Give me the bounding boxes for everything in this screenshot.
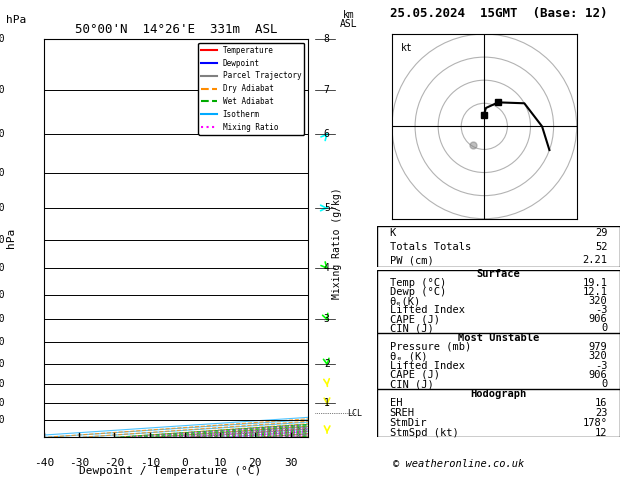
Text: Temp (°C): Temp (°C) <box>389 278 446 288</box>
Text: ASL: ASL <box>340 19 358 30</box>
Text: 906: 906 <box>589 370 608 380</box>
Text: -40: -40 <box>34 458 54 468</box>
Text: 0: 0 <box>601 323 608 333</box>
Text: StmSpd (kt): StmSpd (kt) <box>389 428 459 437</box>
Text: CAPE (J): CAPE (J) <box>389 314 440 324</box>
Text: 23: 23 <box>595 408 608 418</box>
Text: Lifted Index: Lifted Index <box>389 361 464 370</box>
Text: 320: 320 <box>589 296 608 306</box>
Text: kt: kt <box>401 43 413 53</box>
Text: -3: -3 <box>595 361 608 370</box>
Y-axis label: hPa: hPa <box>6 228 16 248</box>
Text: 178°: 178° <box>582 418 608 428</box>
Text: 0: 0 <box>601 379 608 389</box>
Text: 3: 3 <box>324 314 330 324</box>
Text: -30: -30 <box>69 458 89 468</box>
Text: Surface: Surface <box>477 269 520 279</box>
Text: 16: 16 <box>595 399 608 408</box>
Text: 5: 5 <box>324 203 330 213</box>
Text: 25.05.2024  15GMT  (Base: 12): 25.05.2024 15GMT (Base: 12) <box>390 7 608 20</box>
Text: 2.21: 2.21 <box>582 256 608 265</box>
Text: Pressure (mb): Pressure (mb) <box>389 342 470 352</box>
Text: 6: 6 <box>324 129 330 139</box>
Legend: Temperature, Dewpoint, Parcel Trajectory, Dry Adiabat, Wet Adiabat, Isotherm, Mi: Temperature, Dewpoint, Parcel Trajectory… <box>198 43 304 135</box>
Text: 52: 52 <box>595 242 608 252</box>
Text: SREH: SREH <box>389 408 415 418</box>
Text: -20: -20 <box>104 458 125 468</box>
Text: 500: 500 <box>0 203 5 213</box>
Text: 10: 10 <box>213 458 227 468</box>
Text: 800: 800 <box>0 359 5 368</box>
Text: Most Unstable: Most Unstable <box>458 332 539 343</box>
Text: 29: 29 <box>595 228 608 238</box>
Text: 850: 850 <box>0 379 5 389</box>
Text: CIN (J): CIN (J) <box>389 323 433 333</box>
Text: 450: 450 <box>0 168 5 178</box>
Text: 7: 7 <box>324 85 330 95</box>
Text: 4: 4 <box>324 263 330 273</box>
Text: 320: 320 <box>589 351 608 361</box>
Text: 1: 1 <box>324 398 330 408</box>
Text: 979: 979 <box>589 342 608 352</box>
Text: 8: 8 <box>324 34 330 44</box>
Text: 900: 900 <box>0 398 5 408</box>
Text: 750: 750 <box>0 337 5 347</box>
Text: 350: 350 <box>0 85 5 95</box>
Text: StmDir: StmDir <box>389 418 427 428</box>
Text: -3: -3 <box>595 305 608 315</box>
Text: 20: 20 <box>248 458 262 468</box>
Text: km: km <box>343 10 355 20</box>
Text: 12: 12 <box>595 428 608 437</box>
Text: -10: -10 <box>140 458 160 468</box>
Text: © weatheronline.co.uk: © weatheronline.co.uk <box>393 459 525 469</box>
Text: Mixing Ratio (g/kg): Mixing Ratio (g/kg) <box>331 187 342 299</box>
Text: θₑ (K): θₑ (K) <box>389 351 427 361</box>
Text: 700: 700 <box>0 314 5 324</box>
Text: 19.1: 19.1 <box>582 278 608 288</box>
Text: 12.1: 12.1 <box>582 287 608 297</box>
Text: 600: 600 <box>0 263 5 273</box>
Text: CAPE (J): CAPE (J) <box>389 370 440 380</box>
Text: CIN (J): CIN (J) <box>389 379 433 389</box>
Text: Dewp (°C): Dewp (°C) <box>389 287 446 297</box>
Text: 0: 0 <box>182 458 188 468</box>
Text: Hodograph: Hodograph <box>470 389 526 399</box>
Text: 300: 300 <box>0 34 5 44</box>
Text: 906: 906 <box>589 314 608 324</box>
Text: 950: 950 <box>0 416 5 425</box>
Text: 650: 650 <box>0 290 5 300</box>
Text: Totals Totals: Totals Totals <box>389 242 470 252</box>
Text: Lifted Index: Lifted Index <box>389 305 464 315</box>
Text: hPa: hPa <box>6 15 26 25</box>
Text: LCL: LCL <box>347 409 362 418</box>
Text: 400: 400 <box>0 129 5 139</box>
Text: θₑ(K): θₑ(K) <box>389 296 421 306</box>
Text: PW (cm): PW (cm) <box>389 256 433 265</box>
Text: 2: 2 <box>324 359 330 368</box>
Text: Dewpoint / Temperature (°C): Dewpoint / Temperature (°C) <box>79 466 261 476</box>
Text: EH: EH <box>389 399 402 408</box>
Text: 30: 30 <box>284 458 298 468</box>
Title: 50°00'N  14°26'E  331m  ASL: 50°00'N 14°26'E 331m ASL <box>75 23 277 36</box>
Text: 550: 550 <box>0 235 5 244</box>
Text: K: K <box>389 228 396 238</box>
